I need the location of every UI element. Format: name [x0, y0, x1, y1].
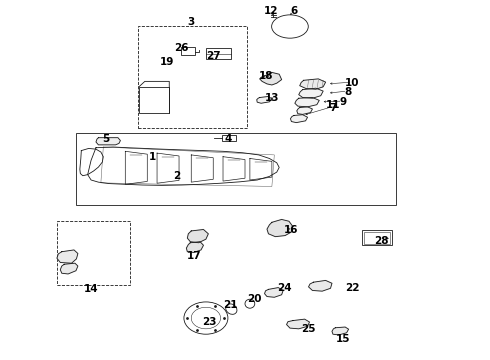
Text: 7: 7 — [329, 103, 337, 113]
Polygon shape — [267, 220, 293, 237]
Bar — [180, 47, 195, 55]
Text: 12: 12 — [264, 6, 278, 17]
Text: 11: 11 — [326, 100, 340, 110]
Text: 14: 14 — [84, 284, 98, 294]
Bar — [364, 231, 390, 244]
Polygon shape — [96, 138, 121, 145]
Text: 28: 28 — [374, 236, 389, 246]
Bar — [362, 230, 392, 245]
Polygon shape — [300, 79, 326, 89]
Text: 6: 6 — [290, 6, 297, 17]
Text: 24: 24 — [277, 283, 292, 293]
Text: 23: 23 — [202, 317, 217, 327]
Text: 13: 13 — [265, 93, 280, 103]
Bar — [221, 135, 236, 141]
Text: 8: 8 — [344, 87, 351, 97]
Text: 5: 5 — [102, 134, 109, 144]
Text: 18: 18 — [259, 71, 273, 81]
Text: 26: 26 — [174, 43, 189, 53]
Polygon shape — [332, 327, 348, 335]
Text: 21: 21 — [223, 300, 238, 310]
Polygon shape — [309, 280, 332, 291]
Polygon shape — [60, 263, 78, 274]
Text: 22: 22 — [345, 283, 360, 293]
Polygon shape — [186, 242, 203, 252]
Polygon shape — [297, 107, 313, 114]
Bar — [206, 48, 231, 59]
Text: 15: 15 — [336, 333, 350, 343]
Polygon shape — [291, 115, 308, 123]
Text: 19: 19 — [160, 57, 174, 67]
Polygon shape — [265, 288, 283, 297]
Text: 9: 9 — [339, 97, 346, 107]
Text: 17: 17 — [186, 251, 201, 261]
Polygon shape — [260, 72, 282, 85]
Text: 27: 27 — [206, 51, 220, 61]
Text: 16: 16 — [284, 225, 298, 235]
Polygon shape — [299, 88, 323, 98]
Text: 2: 2 — [173, 171, 180, 181]
Text: 1: 1 — [148, 152, 156, 162]
Polygon shape — [257, 96, 272, 103]
Polygon shape — [57, 250, 78, 263]
Text: 3: 3 — [188, 17, 195, 27]
Polygon shape — [187, 229, 208, 243]
Bar — [138, 26, 247, 128]
Text: 10: 10 — [345, 78, 360, 88]
Bar — [57, 221, 130, 285]
Polygon shape — [295, 98, 319, 107]
Text: 4: 4 — [224, 134, 232, 144]
Text: 25: 25 — [301, 324, 316, 334]
Polygon shape — [287, 319, 310, 329]
Bar — [139, 87, 169, 113]
Text: 20: 20 — [247, 294, 262, 304]
